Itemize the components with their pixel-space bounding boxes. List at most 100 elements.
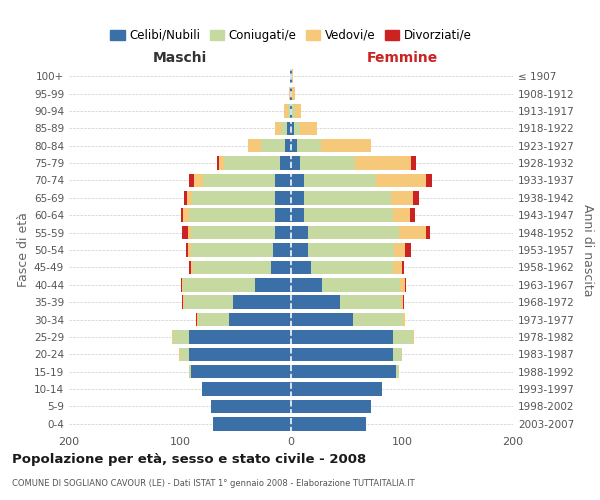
Text: Maschi: Maschi <box>153 51 207 65</box>
Bar <box>291 330 393 344</box>
Bar <box>427 226 430 239</box>
Bar <box>308 243 394 257</box>
Bar <box>296 139 321 152</box>
Bar <box>248 139 261 152</box>
Bar <box>292 87 295 101</box>
Bar <box>393 260 402 274</box>
Bar <box>217 156 219 170</box>
Bar <box>291 87 292 101</box>
Bar <box>289 87 290 101</box>
Bar <box>202 382 291 396</box>
Bar <box>191 260 193 274</box>
Bar <box>406 243 411 257</box>
Bar <box>291 400 371 413</box>
Bar <box>291 156 300 170</box>
Bar <box>189 208 275 222</box>
Bar <box>292 104 295 118</box>
Bar <box>182 278 184 291</box>
Bar <box>398 226 427 239</box>
Bar <box>295 104 301 118</box>
Bar <box>393 330 413 344</box>
Bar <box>400 278 406 291</box>
Bar <box>304 174 376 188</box>
Bar <box>291 70 292 83</box>
Bar <box>355 156 411 170</box>
Bar <box>181 208 184 222</box>
Bar <box>261 139 286 152</box>
Bar <box>291 139 296 152</box>
Bar <box>184 296 233 309</box>
Bar <box>191 243 273 257</box>
Bar <box>273 243 291 257</box>
Legend: Celibi/Nubili, Coniugati/e, Vedovi/e, Divorziati/e: Celibi/Nubili, Coniugati/e, Vedovi/e, Di… <box>106 24 476 46</box>
Bar <box>173 330 189 344</box>
Bar <box>188 243 191 257</box>
Bar <box>394 243 406 257</box>
Bar <box>219 156 224 170</box>
Bar <box>196 312 197 326</box>
Bar <box>291 191 304 204</box>
Bar <box>413 191 419 204</box>
Bar <box>182 296 184 309</box>
Bar <box>427 174 432 188</box>
Bar <box>287 122 291 135</box>
Bar <box>189 260 191 274</box>
Bar <box>184 208 189 222</box>
Bar <box>271 260 291 274</box>
Bar <box>189 330 291 344</box>
Bar <box>401 296 403 309</box>
Bar <box>290 70 291 83</box>
Bar <box>286 139 291 152</box>
Bar <box>281 122 287 135</box>
Bar <box>291 174 304 188</box>
Bar <box>188 226 191 239</box>
Bar <box>290 87 291 101</box>
Bar <box>291 296 340 309</box>
Bar <box>198 312 229 326</box>
Bar <box>291 208 304 222</box>
Bar <box>284 104 287 118</box>
Bar <box>275 174 291 188</box>
Bar <box>376 174 427 188</box>
Bar <box>275 191 291 204</box>
Bar <box>192 191 275 204</box>
Bar <box>393 208 410 222</box>
Bar <box>229 312 291 326</box>
Text: COMUNE DI SOGLIANO CAVOUR (LE) - Dati ISTAT 1° gennaio 2008 - Elaborazione TUTTA: COMUNE DI SOGLIANO CAVOUR (LE) - Dati IS… <box>12 479 415 488</box>
Bar <box>194 174 203 188</box>
Bar <box>291 312 353 326</box>
Bar <box>275 208 291 222</box>
Text: Femmine: Femmine <box>367 51 437 65</box>
Bar <box>189 174 194 188</box>
Bar <box>275 226 291 239</box>
Bar <box>191 226 275 239</box>
Bar <box>410 208 415 222</box>
Bar <box>233 296 291 309</box>
Bar <box>197 312 198 326</box>
Bar <box>182 226 188 239</box>
Bar <box>172 330 173 344</box>
Bar <box>311 260 393 274</box>
Bar <box>413 330 414 344</box>
Bar <box>290 104 291 118</box>
Bar <box>211 400 291 413</box>
Bar <box>291 382 382 396</box>
Bar <box>295 122 300 135</box>
Bar <box>280 156 291 170</box>
Bar <box>291 260 311 274</box>
Bar <box>321 139 371 152</box>
Bar <box>393 348 402 361</box>
Bar <box>256 278 291 291</box>
Bar <box>291 365 397 378</box>
Bar <box>191 365 291 378</box>
Bar <box>411 156 416 170</box>
Bar <box>291 348 393 361</box>
Bar <box>291 104 292 118</box>
Bar <box>397 365 398 378</box>
Bar <box>187 191 192 204</box>
Bar <box>402 260 404 274</box>
Text: Popolazione per età, sesso e stato civile - 2008: Popolazione per età, sesso e stato civil… <box>12 452 366 466</box>
Bar <box>180 348 189 361</box>
Bar <box>300 122 317 135</box>
Bar <box>391 191 413 204</box>
